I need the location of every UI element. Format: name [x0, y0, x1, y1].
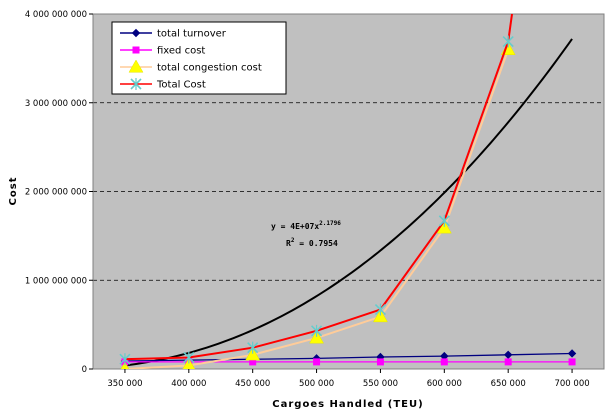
- legend-items: total turnover fixed cost total congestion…: [120, 29, 262, 91]
- legend-item: total congestion cost: [120, 59, 262, 74]
- data-point: [373, 309, 388, 323]
- y-tick-label: 4 000 000 000: [25, 10, 87, 20]
- data-point: [313, 358, 321, 366]
- x-tick-label: 450 000: [235, 379, 270, 389]
- legend-marker: [132, 46, 140, 54]
- legend-item: total turnover: [120, 29, 227, 40]
- axes: 0 1 000 000 000 2 000 000 000 3 000 000 000…: [25, 10, 604, 389]
- x-tick-label: 600 000: [427, 379, 462, 389]
- data-point: [183, 351, 195, 364]
- data-point: [245, 347, 261, 361]
- trendline-r2: R2 = 0.7954: [286, 237, 338, 248]
- y-axis-title: Cost: [8, 177, 19, 206]
- data-point: [568, 358, 576, 366]
- x-tick-label: 350 000: [107, 379, 142, 389]
- data-point: [440, 358, 448, 366]
- data-point: [120, 361, 130, 369]
- trendline-power: [124, 38, 573, 367]
- y-tick-label: 3 000 000 000: [25, 99, 87, 109]
- data-point: [374, 303, 387, 316]
- series-3: [119, 14, 514, 366]
- x-tick-label: 550 000: [363, 379, 398, 389]
- x-tick-label: 700 000: [554, 379, 589, 389]
- x-tick-label: 500 000: [299, 379, 334, 389]
- data-point: [438, 214, 450, 227]
- data-point: [310, 324, 323, 337]
- data-point: [119, 353, 131, 366]
- data-point: [309, 330, 324, 344]
- data-point: [376, 358, 384, 366]
- x-axis-title: Cargoes Handled (TEU): [272, 399, 423, 410]
- legend-label: total congestion cost: [157, 63, 262, 74]
- legend-marker: [130, 78, 142, 90]
- data-point: [502, 35, 514, 48]
- y-tick-label: 0: [82, 365, 87, 375]
- legend-marker: [131, 28, 141, 38]
- legend-item: fixed cost: [120, 46, 205, 57]
- y-tick-label: 1 000 000 000: [25, 276, 87, 286]
- trendline-annotation: y = 4E+07x2.1796 R2 = 0.7954: [271, 220, 341, 248]
- data-point: [503, 350, 513, 360]
- y-tick-label: 2 000 000 000: [25, 188, 87, 198]
- series-line: [124, 352, 573, 362]
- data-point: [247, 341, 259, 354]
- trendline-equation: y = 4E+07x2.1796: [271, 220, 341, 231]
- series-line: [124, 14, 514, 361]
- legend-item: Total Cost: [120, 78, 206, 91]
- legend-label: fixed cost: [157, 46, 205, 57]
- x-tick-label: 650 000: [491, 379, 526, 389]
- data-point: [504, 358, 512, 366]
- legend: total turnover fixed cost total congestion…: [111, 21, 287, 95]
- series-layer: [119, 14, 577, 369]
- legend-box: [111, 21, 287, 95]
- legend-label: Total Cost: [156, 80, 206, 91]
- legend-label: total turnover: [157, 29, 227, 40]
- data-point: [182, 357, 196, 369]
- legend-marker: [128, 59, 144, 73]
- x-tick-label: 400 000: [171, 379, 206, 389]
- data-point: [567, 349, 577, 358]
